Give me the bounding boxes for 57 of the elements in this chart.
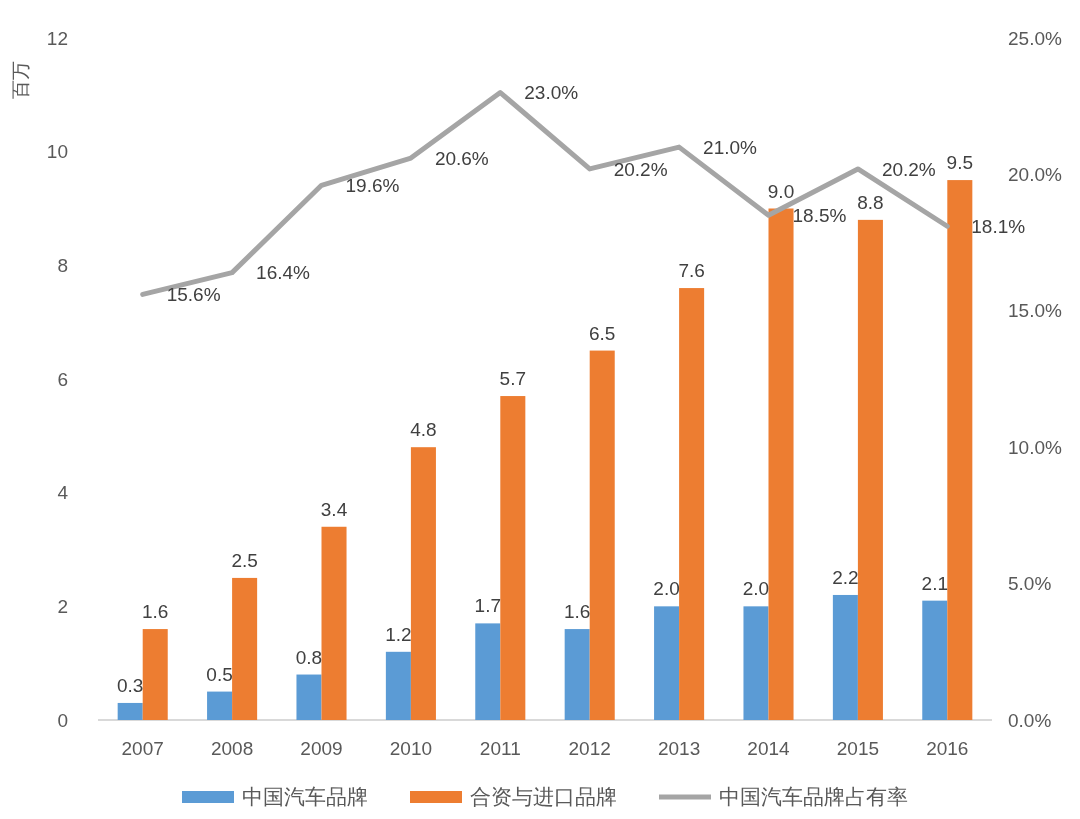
data-label: 0.3 — [116, 674, 144, 696]
data-label: 7.6 — [678, 260, 705, 282]
data-label: 9.5 — [946, 152, 974, 174]
data-label: 5.7 — [499, 368, 527, 390]
data-label: 18.5% — [792, 204, 847, 226]
data-label: 0.5 — [206, 663, 233, 685]
data-label: 3.4 — [320, 498, 348, 520]
data-label: 1.7 — [474, 595, 501, 617]
ytick: 12 — [46, 27, 68, 49]
ytick: 2 — [57, 596, 68, 617]
data-label: 20.2% — [881, 158, 936, 180]
data-label: 1.6 — [142, 601, 169, 623]
data-label: 16.4% — [256, 262, 310, 284]
ytick: 4 — [57, 482, 68, 504]
ytick: 0 — [57, 709, 68, 731]
ytick: 8 — [57, 255, 68, 276]
data-label: 21.0% — [703, 136, 757, 158]
y2tick: 15.0% — [1008, 300, 1062, 322]
data-label: 2.5 — [231, 549, 258, 571]
data-label: 2.2 — [832, 566, 859, 588]
data-label: 20.2% — [613, 158, 668, 180]
data-label: 2.0 — [742, 578, 770, 600]
data-label: 8.8 — [857, 191, 884, 213]
ytick: 6 — [57, 368, 68, 390]
data-label: 2.0 — [653, 578, 680, 600]
xtick: 2009 — [300, 737, 343, 759]
ytick: 10 — [46, 141, 68, 163]
y2tick: 5.0% — [1008, 573, 1052, 595]
data-label: 1.6 — [563, 601, 591, 623]
data-label: 19.6% — [345, 174, 400, 196]
ylabel: 百万 — [10, 61, 31, 99]
xtick: 2010 — [389, 737, 433, 759]
y2tick: 20.0% — [1008, 164, 1062, 186]
xtick: 2016 — [926, 737, 969, 759]
y2tick: 0.0% — [1008, 709, 1052, 731]
y2tick: 25.0% — [1008, 27, 1062, 49]
xtick: 2013 — [657, 737, 701, 759]
data-label: 9.0 — [767, 180, 795, 202]
data-label: 23.0% — [524, 82, 579, 104]
data-label: 18.1% — [971, 215, 1026, 237]
y2tick: 10.0% — [1008, 436, 1062, 458]
xtick: 2008 — [210, 737, 254, 759]
legend-label: 中国汽车品牌占有率 — [719, 785, 908, 809]
data-label: 4.8 — [410, 419, 437, 441]
data-label: 0.8 — [295, 646, 323, 668]
data-label: 1.2 — [385, 623, 412, 645]
legend-label: 中国汽车品牌 — [242, 785, 368, 809]
data-label: 2.1 — [921, 572, 948, 594]
data-label: 15.6% — [166, 284, 221, 306]
data-label: 20.6% — [434, 147, 489, 169]
xtick: 2015 — [836, 737, 880, 759]
legend-label: 合资与进口品牌 — [470, 785, 617, 809]
xtick: 2007 — [121, 737, 164, 759]
xtick: 2014 — [747, 737, 790, 759]
xtick: 2012 — [568, 737, 611, 759]
xtick: 2011 — [479, 737, 521, 759]
data-label: 6.5 — [589, 322, 616, 344]
